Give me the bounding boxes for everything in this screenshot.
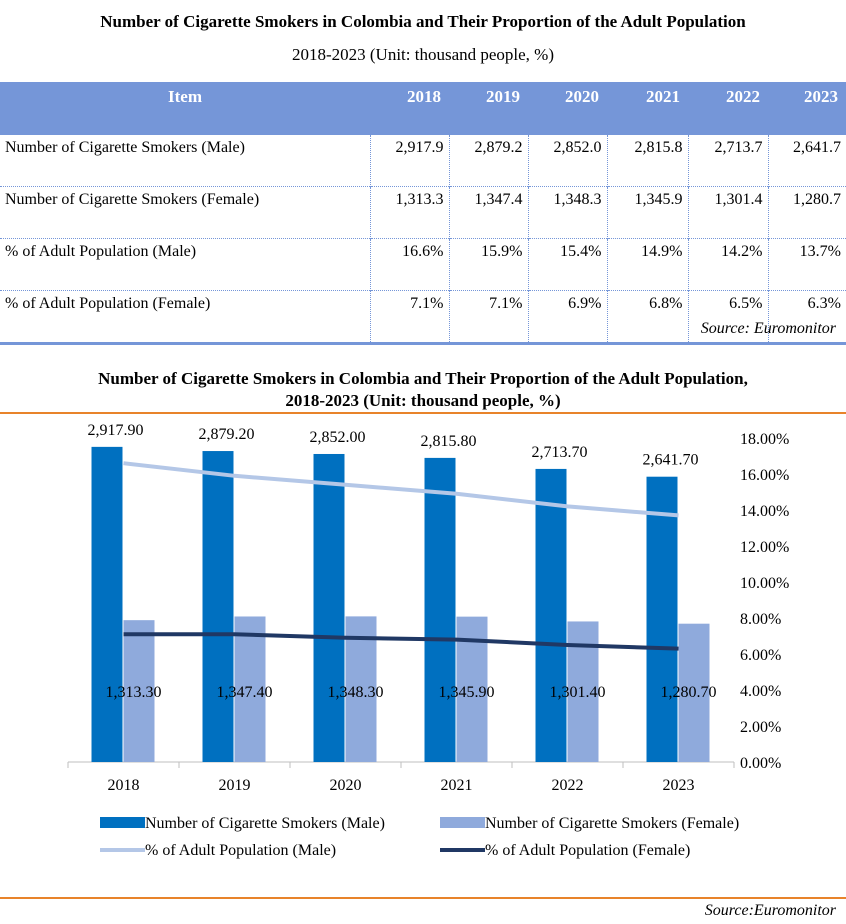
- x-tick-label: 2023: [663, 777, 695, 794]
- value-cell: 16.6%: [369, 238, 449, 291]
- value-cell: 13.7%: [767, 238, 846, 291]
- female-data-label: 1,348.30: [328, 684, 384, 701]
- male-percent-line: [123, 461, 679, 518]
- right-axis-tick-label: 10.00%: [740, 575, 789, 592]
- male-data-label: 2,852.00: [310, 429, 366, 446]
- male-data-label: 2,713.70: [532, 444, 588, 461]
- male-data-label: 2,879.20: [199, 426, 255, 443]
- right-axis-tick-label: 2.00%: [740, 719, 781, 736]
- legend-swatch: [100, 817, 145, 828]
- female-bar: [678, 623, 710, 762]
- value-cell: 2,713.7: [687, 134, 768, 187]
- header-cell: 2023: [768, 82, 846, 135]
- female-percent-line: [123, 632, 679, 651]
- header-cell: 2022: [688, 82, 768, 135]
- item-cell: Number of Cigarette Smokers (Female): [0, 186, 370, 239]
- value-cell: 14.9%: [606, 238, 688, 291]
- female-bar: [123, 620, 155, 762]
- header-cell: Item: [0, 82, 370, 135]
- male-bar: [91, 446, 123, 762]
- value-cell: 1,301.4: [687, 186, 768, 239]
- female-data-label: 1,347.40: [217, 684, 273, 701]
- male-bar: [424, 457, 456, 762]
- table-row: % of Adult Population (Male) 16.6% 15.9% 15…: [0, 238, 846, 291]
- value-cell: 7.1%: [369, 290, 449, 345]
- value-cell: 6.3%: [767, 290, 846, 345]
- x-tick-label: 2020: [330, 777, 362, 794]
- right-axis-tick-label: 4.00%: [740, 683, 781, 700]
- value-cell: 14.2%: [687, 238, 768, 291]
- value-cell: 7.1%: [448, 290, 528, 345]
- female-data-label: 1,313.30: [106, 684, 162, 701]
- x-tick-label: 2018: [108, 777, 140, 794]
- female-data-label: 1,345.90: [439, 684, 495, 701]
- chart-title-line2: 2018-2023 (Unit: thousand people, %): [285, 391, 561, 410]
- male-data-label: 2,917.90: [88, 422, 144, 439]
- legend-label: Number of Cigarette Smokers (Female): [485, 815, 739, 832]
- female-bar: [234, 616, 266, 762]
- value-cell: 15.9%: [448, 238, 528, 291]
- right-axis-tick-label: 18.00%: [740, 431, 789, 448]
- legend-label: % of Adult Population (Male): [145, 842, 336, 859]
- value-cell: 2,852.0: [527, 134, 607, 187]
- right-axis-tick-label: 12.00%: [740, 539, 789, 556]
- legend-label: % of Adult Population (Female): [485, 842, 690, 859]
- header-cell: 2020: [528, 82, 607, 135]
- top-divider: [0, 412, 846, 414]
- female-data-label: 1,301.40: [550, 684, 606, 701]
- x-tick-label: 2022: [552, 777, 584, 794]
- value-cell: 2,815.8: [606, 134, 688, 187]
- item-cell: % of Adult Population (Female): [0, 290, 370, 345]
- male-data-label: 2,641.70: [643, 452, 699, 469]
- value-cell: 1,347.4: [448, 186, 528, 239]
- chart-source: Source:Euromonitor: [704, 902, 836, 919]
- value-cell: 2,641.7: [767, 134, 846, 187]
- male-bar: [313, 453, 345, 762]
- male-data-label: 2,815.80: [421, 433, 477, 450]
- female-bar: [345, 616, 377, 762]
- chart-title-line1: Number of Cigarette Smokers in Colombia …: [98, 369, 748, 388]
- right-axis-tick-label: 6.00%: [740, 647, 781, 664]
- right-axis-tick-label: 0.00%: [740, 755, 781, 772]
- value-cell: 6.8%: [606, 290, 688, 345]
- male-bar: [646, 476, 678, 762]
- value-cell: 1,345.9: [606, 186, 688, 239]
- chart-title: Number of Cigarette Smokers in Colombia …: [0, 368, 846, 412]
- table-row: Number of Cigarette Smokers (Female) 1,31…: [0, 186, 846, 239]
- table-row: % of Adult Population (Female) 7.1% 7.1% 6.…: [0, 290, 846, 345]
- value-cell: 1,348.3: [527, 186, 607, 239]
- x-tick-label: 2021: [441, 777, 473, 794]
- right-axis-tick-label: 16.00%: [740, 467, 789, 484]
- item-cell: % of Adult Population (Male): [0, 238, 370, 291]
- value-cell: 1,313.3: [369, 186, 449, 239]
- value-cell: 2,879.2: [448, 134, 528, 187]
- table-source: Source: Euromonitor: [700, 320, 836, 337]
- male-bar: [535, 468, 567, 762]
- data-table: Item 2018 2019 2020 2021 2022 2023 Number of C…: [0, 82, 846, 345]
- legend-swatch: [440, 817, 485, 828]
- table-title: Number of Cigarette Smokers in Colombia …: [100, 12, 746, 31]
- female-data-label: 1,280.70: [661, 684, 717, 701]
- table-subtitle: 2018-2023 (Unit: thousand people, %): [291, 45, 555, 64]
- right-axis-tick-label: 8.00%: [740, 611, 781, 628]
- value-cell: 1,280.7: [767, 186, 846, 239]
- legend-label: Number of Cigarette Smokers (Male): [145, 815, 385, 832]
- table-row: Number of Cigarette Smokers (Male) 2,917.…: [0, 134, 846, 187]
- value-cell: 15.4%: [527, 238, 607, 291]
- x-tick-label: 2019: [219, 777, 251, 794]
- item-cell: Number of Cigarette Smokers (Male): [0, 134, 370, 187]
- right-axis-tick-label: 14.00%: [740, 503, 789, 520]
- value-cell: 2,917.9: [369, 134, 449, 187]
- header-cell: 2021: [607, 82, 688, 135]
- value-cell: 6.9%: [527, 290, 607, 345]
- header-cell: 2018: [370, 82, 449, 135]
- value-cell: 6.5%: [687, 290, 768, 345]
- bottom-divider: [0, 897, 846, 899]
- male-bar: [202, 451, 234, 762]
- header-cell: 2019: [449, 82, 528, 135]
